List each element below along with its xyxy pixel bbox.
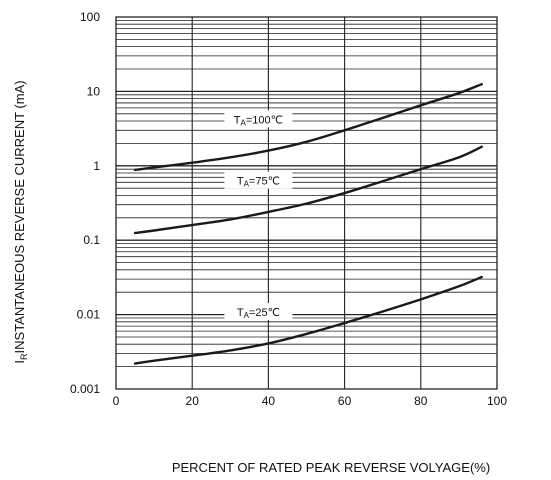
series-label: TA=100℃ <box>234 114 283 127</box>
series-label-bg <box>224 303 293 321</box>
series-label-bg <box>224 110 293 128</box>
y-axis-title-main: INSTANTANEOUS REVERSE CURRENT (mA) <box>12 80 27 353</box>
x-tick-label: 20 <box>186 394 200 408</box>
y-tick-label: 100 <box>80 10 100 24</box>
y-axis-title-subscript: R <box>19 353 29 360</box>
y-axis-title-prefix: I <box>12 360 27 364</box>
series-labels: TA=100℃ TA=75℃ TA=25℃ <box>224 110 293 321</box>
x-tick-label: 100 <box>487 394 507 408</box>
grid-lines <box>116 17 497 389</box>
y-tick-label: 10 <box>87 84 101 98</box>
x-tick-label: 40 <box>262 394 276 408</box>
y-axis-ticks: 0.001 0.01 0.1 1 10 100 <box>70 10 100 396</box>
y-tick-label: 0.01 <box>77 308 101 322</box>
series-curve <box>133 82 483 172</box>
y-tick-label: 1 <box>93 159 100 173</box>
y-tick-label: 0.1 <box>83 233 100 247</box>
x-axis-title: PERCENT OF RATED PEAK REVERSE VOLYAGE(%) <box>172 460 490 475</box>
series-curve <box>133 145 483 235</box>
series-label: TA=25℃ <box>237 307 280 320</box>
plot-area-frame <box>115 16 498 390</box>
x-tick-label: 80 <box>414 394 428 408</box>
y-tick-label: 0.001 <box>70 382 100 396</box>
series-curve <box>133 275 483 365</box>
series-label: TA=75℃ <box>237 176 280 189</box>
x-tick-label: 0 <box>113 394 120 408</box>
series-label-bg <box>224 171 293 189</box>
y-axis-title: IRINSTANTANEOUS REVERSE CURRENT (mA) <box>12 80 29 363</box>
series-curves <box>133 82 483 365</box>
x-tick-label: 60 <box>338 394 352 408</box>
x-axis-ticks: 0 20 40 60 80 100 <box>113 394 508 408</box>
